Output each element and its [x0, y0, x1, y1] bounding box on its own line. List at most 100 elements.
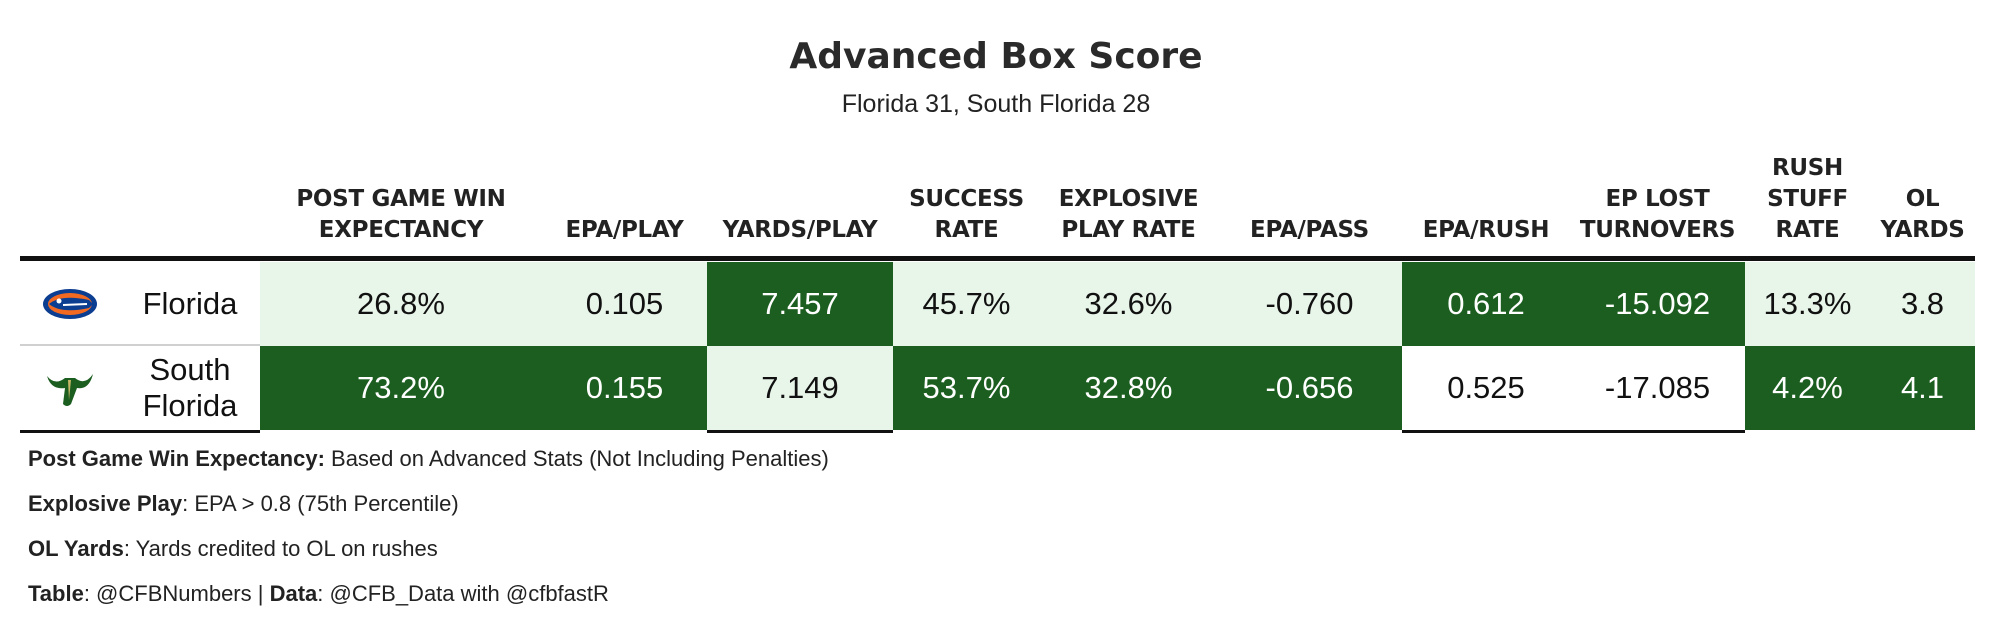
credit-data-label: Data	[269, 581, 318, 606]
stat-cell: 73.2%	[260, 346, 542, 430]
column-header-line: YARDS/PLAY	[722, 217, 878, 243]
stat-cell: 0.105	[542, 262, 707, 346]
credit-table-label: Table	[28, 581, 84, 606]
note-ol-yards: OL Yards: Yards credited to OL on rushes	[28, 536, 438, 562]
note-text: : Yards credited to OL on rushes	[123, 536, 438, 561]
note-win-expectancy: Post Game Win Expectancy: Based on Advan…	[28, 446, 829, 472]
usf-bulls-logo	[47, 374, 93, 406]
stat-cell: 7.149	[707, 346, 893, 430]
table-row-south-florida: South Florida 73.2% 0.155 7.149 53.7% 32.8% -…	[20, 346, 1975, 430]
note-text: Based on Advanced Stats (Not Including P…	[324, 446, 829, 471]
team-name-cell: South Florida	[120, 346, 260, 430]
stat-value: 26.8%	[357, 286, 445, 321]
credit-data-text: : @CFB_Data with @cfbfastR	[317, 581, 609, 606]
stat-value: 0.612	[1447, 286, 1525, 321]
team-logo-cell	[20, 346, 120, 430]
team-name-line: South	[149, 352, 231, 387]
column-header-line: YARDS	[1880, 217, 1965, 243]
stat-value: -17.085	[1604, 370, 1711, 405]
stat-cell: -0.760	[1217, 262, 1402, 346]
note-label: OL Yards	[28, 536, 124, 561]
column-header: EXPLOSIVE PLAY RATE	[1040, 184, 1217, 246]
stat-value: 3.8	[1900, 286, 1945, 321]
column-header-line: TURNOVERS	[1579, 217, 1736, 243]
stat-value: 32.8%	[1084, 370, 1173, 405]
column-header-line: EPA/PLAY	[565, 217, 684, 243]
column-header-line: EPA/RUSH	[1422, 217, 1550, 243]
column-header-line: RATE	[934, 217, 999, 243]
note-label: Post Game Win Expectancy:	[28, 446, 325, 471]
bottom-border-segment	[707, 430, 893, 433]
column-header-line: EXPECTANCY	[318, 217, 484, 243]
stat-value: 73.2%	[357, 370, 445, 405]
note-label: Explosive Play	[28, 491, 183, 516]
credit-line: Table: @CFBNumbers | Data: @CFB_Data wit…	[28, 581, 609, 607]
stat-value: 32.6%	[1084, 286, 1173, 321]
stat-cell: 32.8%	[1040, 346, 1217, 430]
team-name: South Florida	[143, 352, 238, 424]
stat-cell: 0.612	[1402, 262, 1570, 346]
column-header: OL YARDS	[1870, 184, 1975, 246]
table-subtitle: Florida 31, South Florida 28	[841, 90, 1151, 118]
stat-cell: 0.155	[542, 346, 707, 430]
stat-value: 4.2%	[1772, 370, 1843, 405]
stat-value: 7.149	[761, 370, 839, 405]
column-header: EP LOST TURNOVERS	[1570, 184, 1745, 246]
header-rule	[20, 256, 1975, 261]
column-header: RUSH STUFF RATE	[1745, 153, 1870, 246]
column-header: EPA/PASS	[1217, 215, 1402, 246]
column-header-line: SUCCESS	[909, 186, 1024, 212]
row-divider	[20, 344, 260, 346]
stat-value: 0.525	[1447, 370, 1525, 405]
column-header-line: EXPLOSIVE	[1058, 186, 1199, 212]
team-name-line: Florida	[142, 286, 238, 321]
column-header-line: EPA/PASS	[1250, 217, 1369, 243]
stat-cell: 4.2%	[1745, 346, 1870, 430]
stat-value: -0.760	[1265, 286, 1354, 321]
stat-cell: 7.457	[707, 262, 893, 346]
stat-value: 45.7%	[922, 286, 1011, 321]
stat-cell: 3.8	[1870, 262, 1975, 346]
note-explosive-play: Explosive Play: EPA > 0.8 (75th Percenti…	[28, 491, 459, 517]
column-header: EPA/PLAY	[542, 215, 707, 246]
stat-value: 7.457	[761, 286, 839, 321]
florida-gator-logo	[43, 289, 97, 319]
stat-value: 13.3%	[1763, 286, 1852, 321]
bottom-border-segment	[1402, 430, 1570, 433]
column-header-line: STUFF	[1767, 186, 1848, 212]
stat-value: -0.656	[1265, 370, 1354, 405]
stat-cell: 4.1	[1870, 346, 1975, 430]
bottom-border-segment	[20, 430, 260, 433]
team-logo-cell	[20, 262, 120, 346]
stat-cell: 13.3%	[1745, 262, 1870, 346]
stat-cell: 45.7%	[893, 262, 1040, 346]
stat-value: 53.7%	[922, 370, 1011, 405]
column-header-line: OL	[1905, 186, 1940, 212]
column-header: EPA/RUSH	[1402, 215, 1570, 246]
table-row-florida: Florida 26.8% 0.105 7.457 45.7% 32.6% -0.760 0…	[20, 262, 1975, 346]
bottom-border-segment	[1570, 430, 1745, 433]
column-header-line: RATE	[1775, 217, 1840, 243]
note-text: : EPA > 0.8 (75th Percentile)	[182, 491, 459, 516]
column-header: SUCCESS RATE	[893, 184, 1040, 246]
credit-table-text: : @CFBNumbers |	[83, 581, 270, 606]
stat-cell: -0.656	[1217, 346, 1402, 430]
team-name-cell: Florida	[120, 262, 260, 346]
stat-cell: 26.8%	[260, 262, 542, 346]
team-name: Florida	[143, 286, 238, 322]
stat-value: 4.1	[1900, 370, 1945, 405]
stat-value: -15.092	[1604, 286, 1711, 321]
stat-cell: 0.525	[1402, 346, 1570, 430]
stat-value: 0.105	[585, 286, 664, 321]
column-header-line: RUSH	[1771, 155, 1843, 181]
column-header: POST GAME WIN EXPECTANCY	[260, 184, 542, 246]
column-header-line: POST GAME WIN	[296, 186, 506, 212]
stat-value: 0.155	[585, 370, 664, 405]
stat-cell: 32.6%	[1040, 262, 1217, 346]
column-header-line: EP LOST	[1605, 186, 1710, 212]
stat-cell: -15.092	[1570, 262, 1745, 346]
stat-cell: 53.7%	[893, 346, 1040, 430]
table-title: Advanced Box Score	[789, 36, 1203, 77]
column-header: YARDS/PLAY	[707, 215, 893, 246]
stat-cell: -17.085	[1570, 346, 1745, 430]
